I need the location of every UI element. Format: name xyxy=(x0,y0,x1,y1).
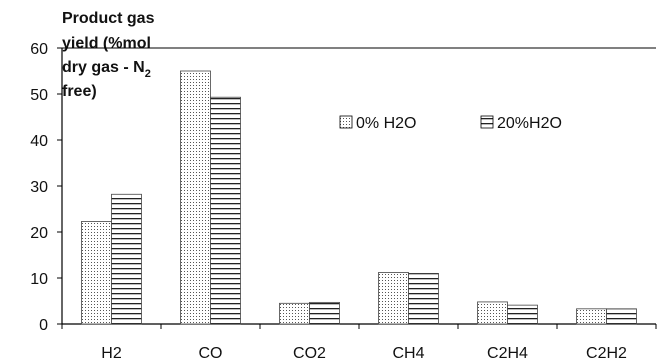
y-tick-label: 10 xyxy=(30,271,48,288)
y-tick-label: 0 xyxy=(39,317,48,334)
bar-c2h2-series-0 xyxy=(576,308,607,325)
legend-swatch-20pct xyxy=(480,115,494,129)
legend: 0% H2O 20%H2O xyxy=(339,115,562,132)
x-tick-label: C2H2 xyxy=(586,345,627,362)
y-tick-label: 60 xyxy=(30,41,48,58)
bars xyxy=(81,70,637,325)
bar-ch4-series-0 xyxy=(378,272,409,325)
x-tick-label: H2 xyxy=(101,345,122,362)
x-tick-label: CO2 xyxy=(293,345,326,362)
bar-ch4-series-1 xyxy=(408,272,439,325)
legend-label-20pct: 20%H2O xyxy=(497,115,562,132)
title-line-1: Product gas xyxy=(62,10,155,27)
bar-c2h4-series-0 xyxy=(477,301,508,325)
title-line-3-main: dry gas - N xyxy=(62,59,145,76)
legend-swatch-0pct xyxy=(339,115,353,129)
chart-title: Product gas yield (%mol dry gas - N2 fre… xyxy=(62,10,155,100)
x-tick-labels: H2 CO CO2 CH4 C2H4 C2H2 xyxy=(101,345,627,362)
bar-h2-series-1 xyxy=(111,193,142,325)
x-tick-label: CO xyxy=(199,345,223,362)
y-tick-labels: 0 10 20 30 40 50 60 xyxy=(30,41,48,334)
title-subscript: 2 xyxy=(145,68,151,80)
title-line-3: dry gas - N2 xyxy=(62,59,151,80)
axes xyxy=(57,47,657,329)
bar-c2h2-series-1 xyxy=(606,308,637,325)
bar-co2-series-0 xyxy=(279,302,310,325)
legend-label-0pct: 0% H2O xyxy=(356,115,416,132)
y-tick-label: 20 xyxy=(30,225,48,242)
y-tick-label: 50 xyxy=(30,87,48,104)
title-line-2: yield (%mol xyxy=(62,35,151,52)
y-tick-label: 30 xyxy=(30,179,48,196)
bar-h2-series-0 xyxy=(81,221,112,325)
bar-co-series-0 xyxy=(180,70,211,325)
bar-c2h4-series-1 xyxy=(507,304,538,325)
bar-co-series-1 xyxy=(210,96,241,325)
y-tick-label: 40 xyxy=(30,133,48,150)
bar-co2-series-1 xyxy=(309,301,340,325)
x-tick-label: CH4 xyxy=(392,345,424,362)
title-line-4: free) xyxy=(62,83,97,100)
x-tick-label: C2H4 xyxy=(487,345,528,362)
